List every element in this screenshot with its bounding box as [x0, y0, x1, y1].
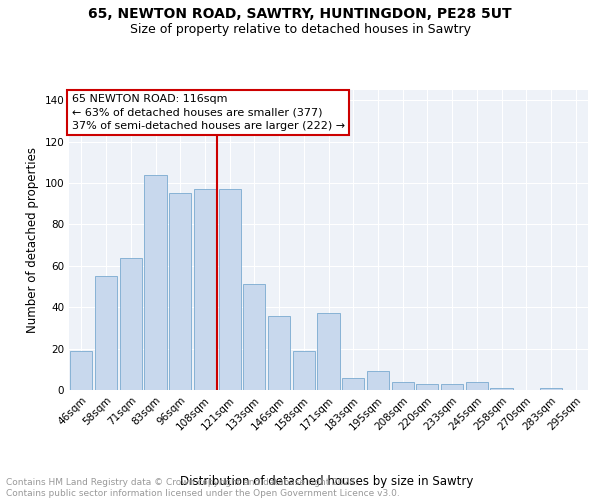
- Bar: [342, 378, 364, 390]
- Text: Size of property relative to detached houses in Sawtry: Size of property relative to detached ho…: [130, 22, 470, 36]
- Bar: [317, 314, 340, 390]
- Y-axis label: Number of detached properties: Number of detached properties: [26, 147, 39, 333]
- Bar: [145, 175, 167, 390]
- Bar: [169, 194, 191, 390]
- Bar: [268, 316, 290, 390]
- Bar: [95, 276, 117, 390]
- Bar: [293, 350, 315, 390]
- Bar: [367, 372, 389, 390]
- Bar: [243, 284, 265, 390]
- Bar: [392, 382, 414, 390]
- Bar: [490, 388, 512, 390]
- Text: Distribution of detached houses by size in Sawtry: Distribution of detached houses by size …: [181, 474, 473, 488]
- Bar: [218, 190, 241, 390]
- Bar: [416, 384, 439, 390]
- Bar: [70, 350, 92, 390]
- Text: 65 NEWTON ROAD: 116sqm
← 63% of detached houses are smaller (377)
37% of semi-de: 65 NEWTON ROAD: 116sqm ← 63% of detached…: [71, 94, 345, 131]
- Bar: [194, 190, 216, 390]
- Text: 65, NEWTON ROAD, SAWTRY, HUNTINGDON, PE28 5UT: 65, NEWTON ROAD, SAWTRY, HUNTINGDON, PE2…: [88, 8, 512, 22]
- Bar: [119, 258, 142, 390]
- Bar: [441, 384, 463, 390]
- Text: Contains HM Land Registry data © Crown copyright and database right 2024.
Contai: Contains HM Land Registry data © Crown c…: [6, 478, 400, 498]
- Bar: [540, 388, 562, 390]
- Bar: [466, 382, 488, 390]
